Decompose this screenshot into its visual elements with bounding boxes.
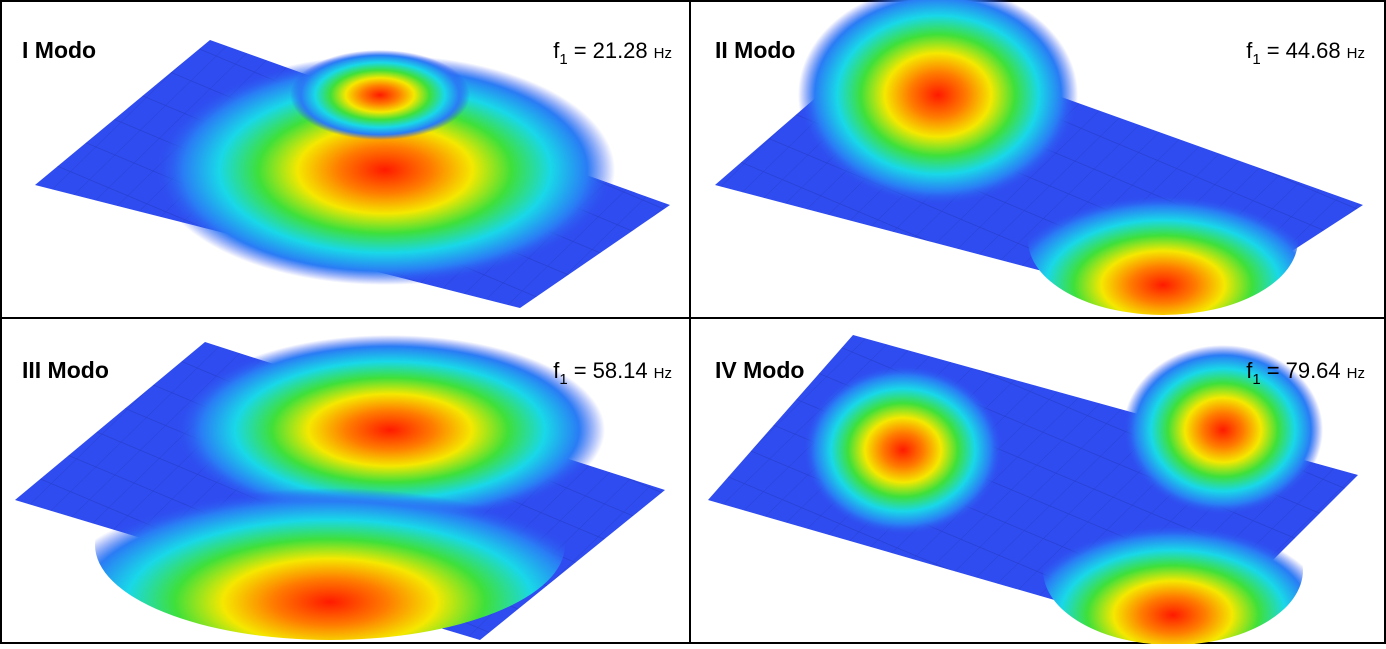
deformation <box>803 365 1003 535</box>
frequency-equals: = <box>1267 358 1280 383</box>
frequency-value: 58.14 <box>593 358 648 383</box>
frequency-unit: Hz <box>654 365 672 382</box>
mode-label: III Modo <box>22 357 109 383</box>
frequency-equals: = <box>1267 38 1280 63</box>
mode-label: IV Modo <box>715 357 804 383</box>
frequency-subscript: 1 <box>1252 371 1260 388</box>
mode-label: I Modo <box>22 37 96 63</box>
frequency-unit: Hz <box>654 45 672 62</box>
deformation <box>1028 165 1298 315</box>
frequency-equals: = <box>574 358 587 383</box>
frequency-subscript: 1 <box>1252 51 1260 68</box>
frequency-subscript: 1 <box>559 51 567 68</box>
figure: I Modof1=21.28HzII Modof1=44.68HzIII Mod… <box>0 0 1386 644</box>
deformation <box>290 50 470 140</box>
frequency-value: 79.64 <box>1286 358 1341 383</box>
frequency-subscript: 1 <box>559 371 567 388</box>
deformation <box>1043 495 1303 644</box>
mode-label: II Modo <box>715 37 795 63</box>
frequency-equals: = <box>574 38 587 63</box>
frequency-value: 44.68 <box>1286 38 1341 63</box>
frequency-unit: Hz <box>1347 365 1365 382</box>
frequency-unit: Hz <box>1347 45 1365 62</box>
deformation <box>95 450 565 640</box>
frequency-value: 21.28 <box>593 38 648 63</box>
